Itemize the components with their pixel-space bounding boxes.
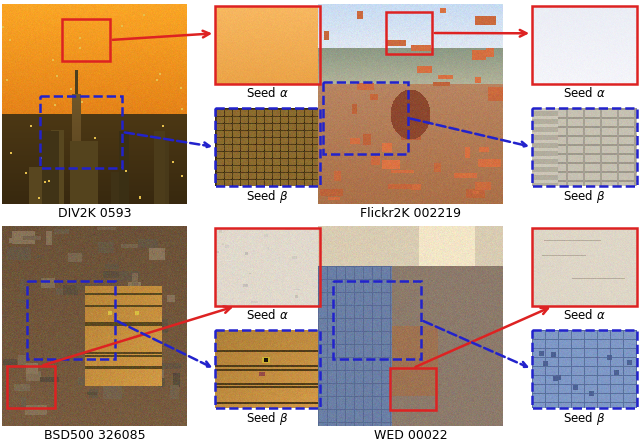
Text: Seed $\beta$: Seed $\beta$ — [563, 410, 605, 427]
Text: DIV2K 0593: DIV2K 0593 — [58, 207, 131, 220]
Bar — [7, 366, 55, 408]
Bar — [532, 228, 637, 306]
Text: WED 00022: WED 00022 — [374, 429, 447, 441]
Bar — [215, 330, 320, 408]
Bar — [390, 368, 436, 410]
Text: Seed $\alpha$: Seed $\alpha$ — [563, 86, 606, 100]
Text: Flickr2K 002219: Flickr2K 002219 — [360, 207, 461, 220]
Bar — [40, 96, 122, 168]
Bar — [215, 108, 320, 186]
Text: Seed $\alpha$: Seed $\alpha$ — [563, 308, 606, 322]
Text: Seed $\beta$: Seed $\beta$ — [246, 188, 289, 205]
Bar — [215, 6, 320, 84]
Bar — [532, 108, 637, 186]
Bar — [27, 281, 115, 359]
Bar — [215, 228, 320, 306]
Text: BSD500 326085: BSD500 326085 — [44, 429, 145, 441]
Bar — [323, 82, 408, 154]
Bar — [532, 6, 637, 84]
Bar — [62, 19, 110, 61]
Bar — [386, 12, 432, 54]
Text: Seed $\beta$: Seed $\beta$ — [246, 410, 289, 427]
Text: Seed $\alpha$: Seed $\alpha$ — [246, 86, 289, 100]
Text: Seed $\alpha$: Seed $\alpha$ — [246, 308, 289, 322]
Bar — [333, 281, 421, 359]
Text: Seed $\beta$: Seed $\beta$ — [563, 188, 605, 205]
Bar — [532, 330, 637, 408]
